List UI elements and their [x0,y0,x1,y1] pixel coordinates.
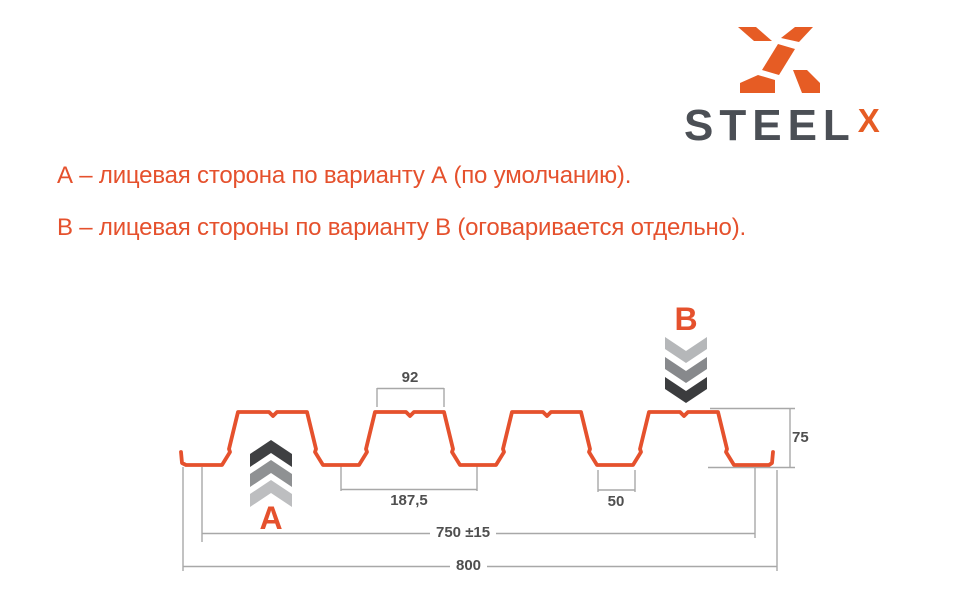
dim-rib-bottom-width: 50 [607,493,625,510]
brand-sup-x: X [857,102,880,139]
note-line-a: А – лицевая сторона по варианту А (по ум… [57,162,632,189]
brand-text: STEEL [684,101,856,150]
dim-rib-top-width: 92 [401,369,419,386]
brand-wordmark: STEELX [684,104,880,148]
note-line-b: В – лицевая стороны по варианту В (огова… [57,214,746,241]
label-variant-b: В [674,301,698,337]
logo-x-icon [733,26,820,95]
chevron-up-a-icon [250,440,292,507]
dim-profile-height: 75 [792,429,809,446]
label-variant-a: А [259,500,283,536]
dim-overall-width: 800 [450,558,488,574]
chevron-down-b-icon [665,337,707,403]
logo-x-icon-svg [738,27,820,93]
dim-rib-pitch: 187,5 [390,492,428,509]
dim-working-width: 750 ±15 [430,525,497,541]
profile-outline [179,410,775,467]
